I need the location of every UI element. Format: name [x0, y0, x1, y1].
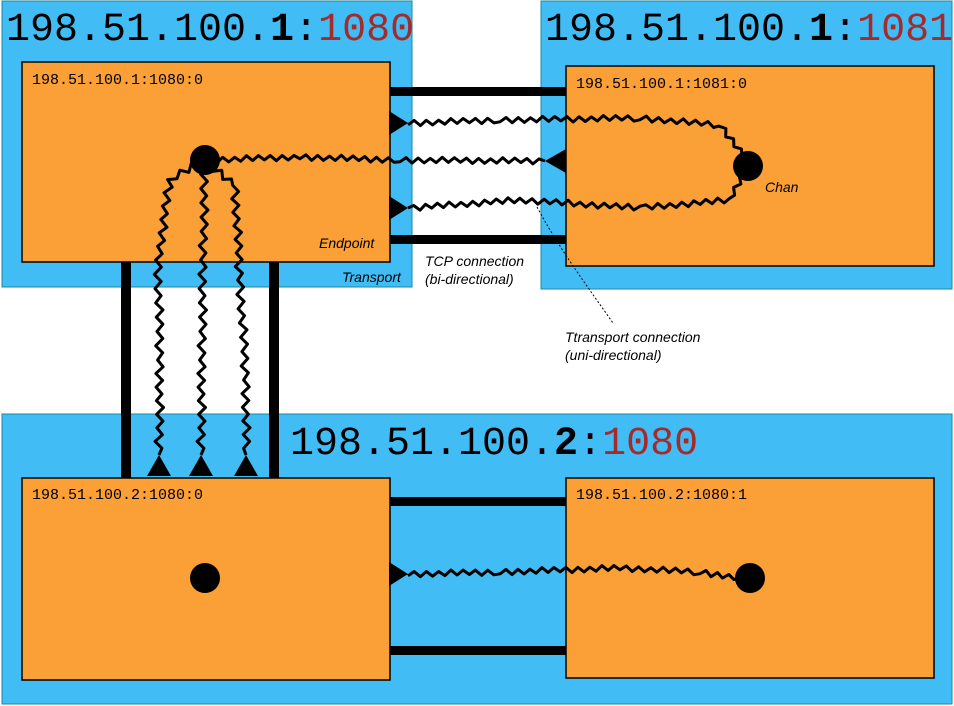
chan-note: Chan [765, 179, 799, 195]
endpoint-label-tl: 198.51.100.1:1080:0 [32, 72, 203, 89]
tcp-bar-top-lower [388, 235, 568, 244]
arrowhead-top-2 [545, 149, 566, 173]
arrowhead-down-3 [234, 455, 258, 476]
wire-tl-to-tr [407, 114, 749, 162]
tcp-bar-top-upper [388, 87, 568, 96]
arrowhead-down-2 [189, 455, 213, 476]
wire-down-2 [195, 159, 210, 456]
transport-connection-leader [536, 206, 614, 324]
wire-down-1 [152, 157, 206, 456]
tcp-connection-note-line2: (bi-directional) [425, 271, 514, 287]
host-title-top-right: 198.51.100.1:1081 [545, 8, 953, 53]
ttransport-note-line2: (uni-directional) [565, 347, 661, 363]
arrowhead-bottom [389, 562, 408, 586]
endpoint-note: Endpoint [319, 235, 375, 251]
arrowheads [147, 111, 566, 586]
wire-bl-to-br [407, 564, 741, 581]
endpoint-label-br: 198.51.100.2:1080:1 [576, 487, 747, 504]
ttransport-note-line1: Ttransport connection [565, 329, 701, 345]
wire-tr-to-tl [204, 153, 546, 166]
chan-dot-br [735, 563, 765, 593]
chan-dot-tr [733, 151, 763, 181]
host-title-bottom: 198.51.100.2:1080 [290, 422, 698, 467]
transport-note: Transport [342, 269, 402, 285]
transport-connections [152, 114, 749, 581]
endpoint-label-tr: 198.51.100.1:1081:0 [576, 76, 747, 93]
wire-tr-loop [407, 165, 749, 212]
tcp-bar-bottom-lower [388, 646, 568, 655]
host-title-top-left: 198.51.100.1:1080 [6, 8, 414, 53]
tcp-bar-vertical-right [269, 262, 279, 480]
arrowhead-top-3 [389, 196, 408, 220]
arrowhead-top-1 [389, 111, 408, 135]
chan-dot-tl [190, 145, 220, 175]
tcp-connection-note-line1: TCP connection [425, 253, 524, 269]
tcp-bar-bottom-upper [388, 497, 568, 506]
chan-dot-bl [190, 563, 220, 593]
wire-down-3 [203, 160, 252, 456]
endpoint-label-bl: 198.51.100.2:1080:0 [32, 487, 203, 504]
tcp-connections [121, 87, 568, 655]
tcp-bar-vertical-left [121, 262, 131, 480]
arrowhead-down-1 [147, 455, 171, 476]
